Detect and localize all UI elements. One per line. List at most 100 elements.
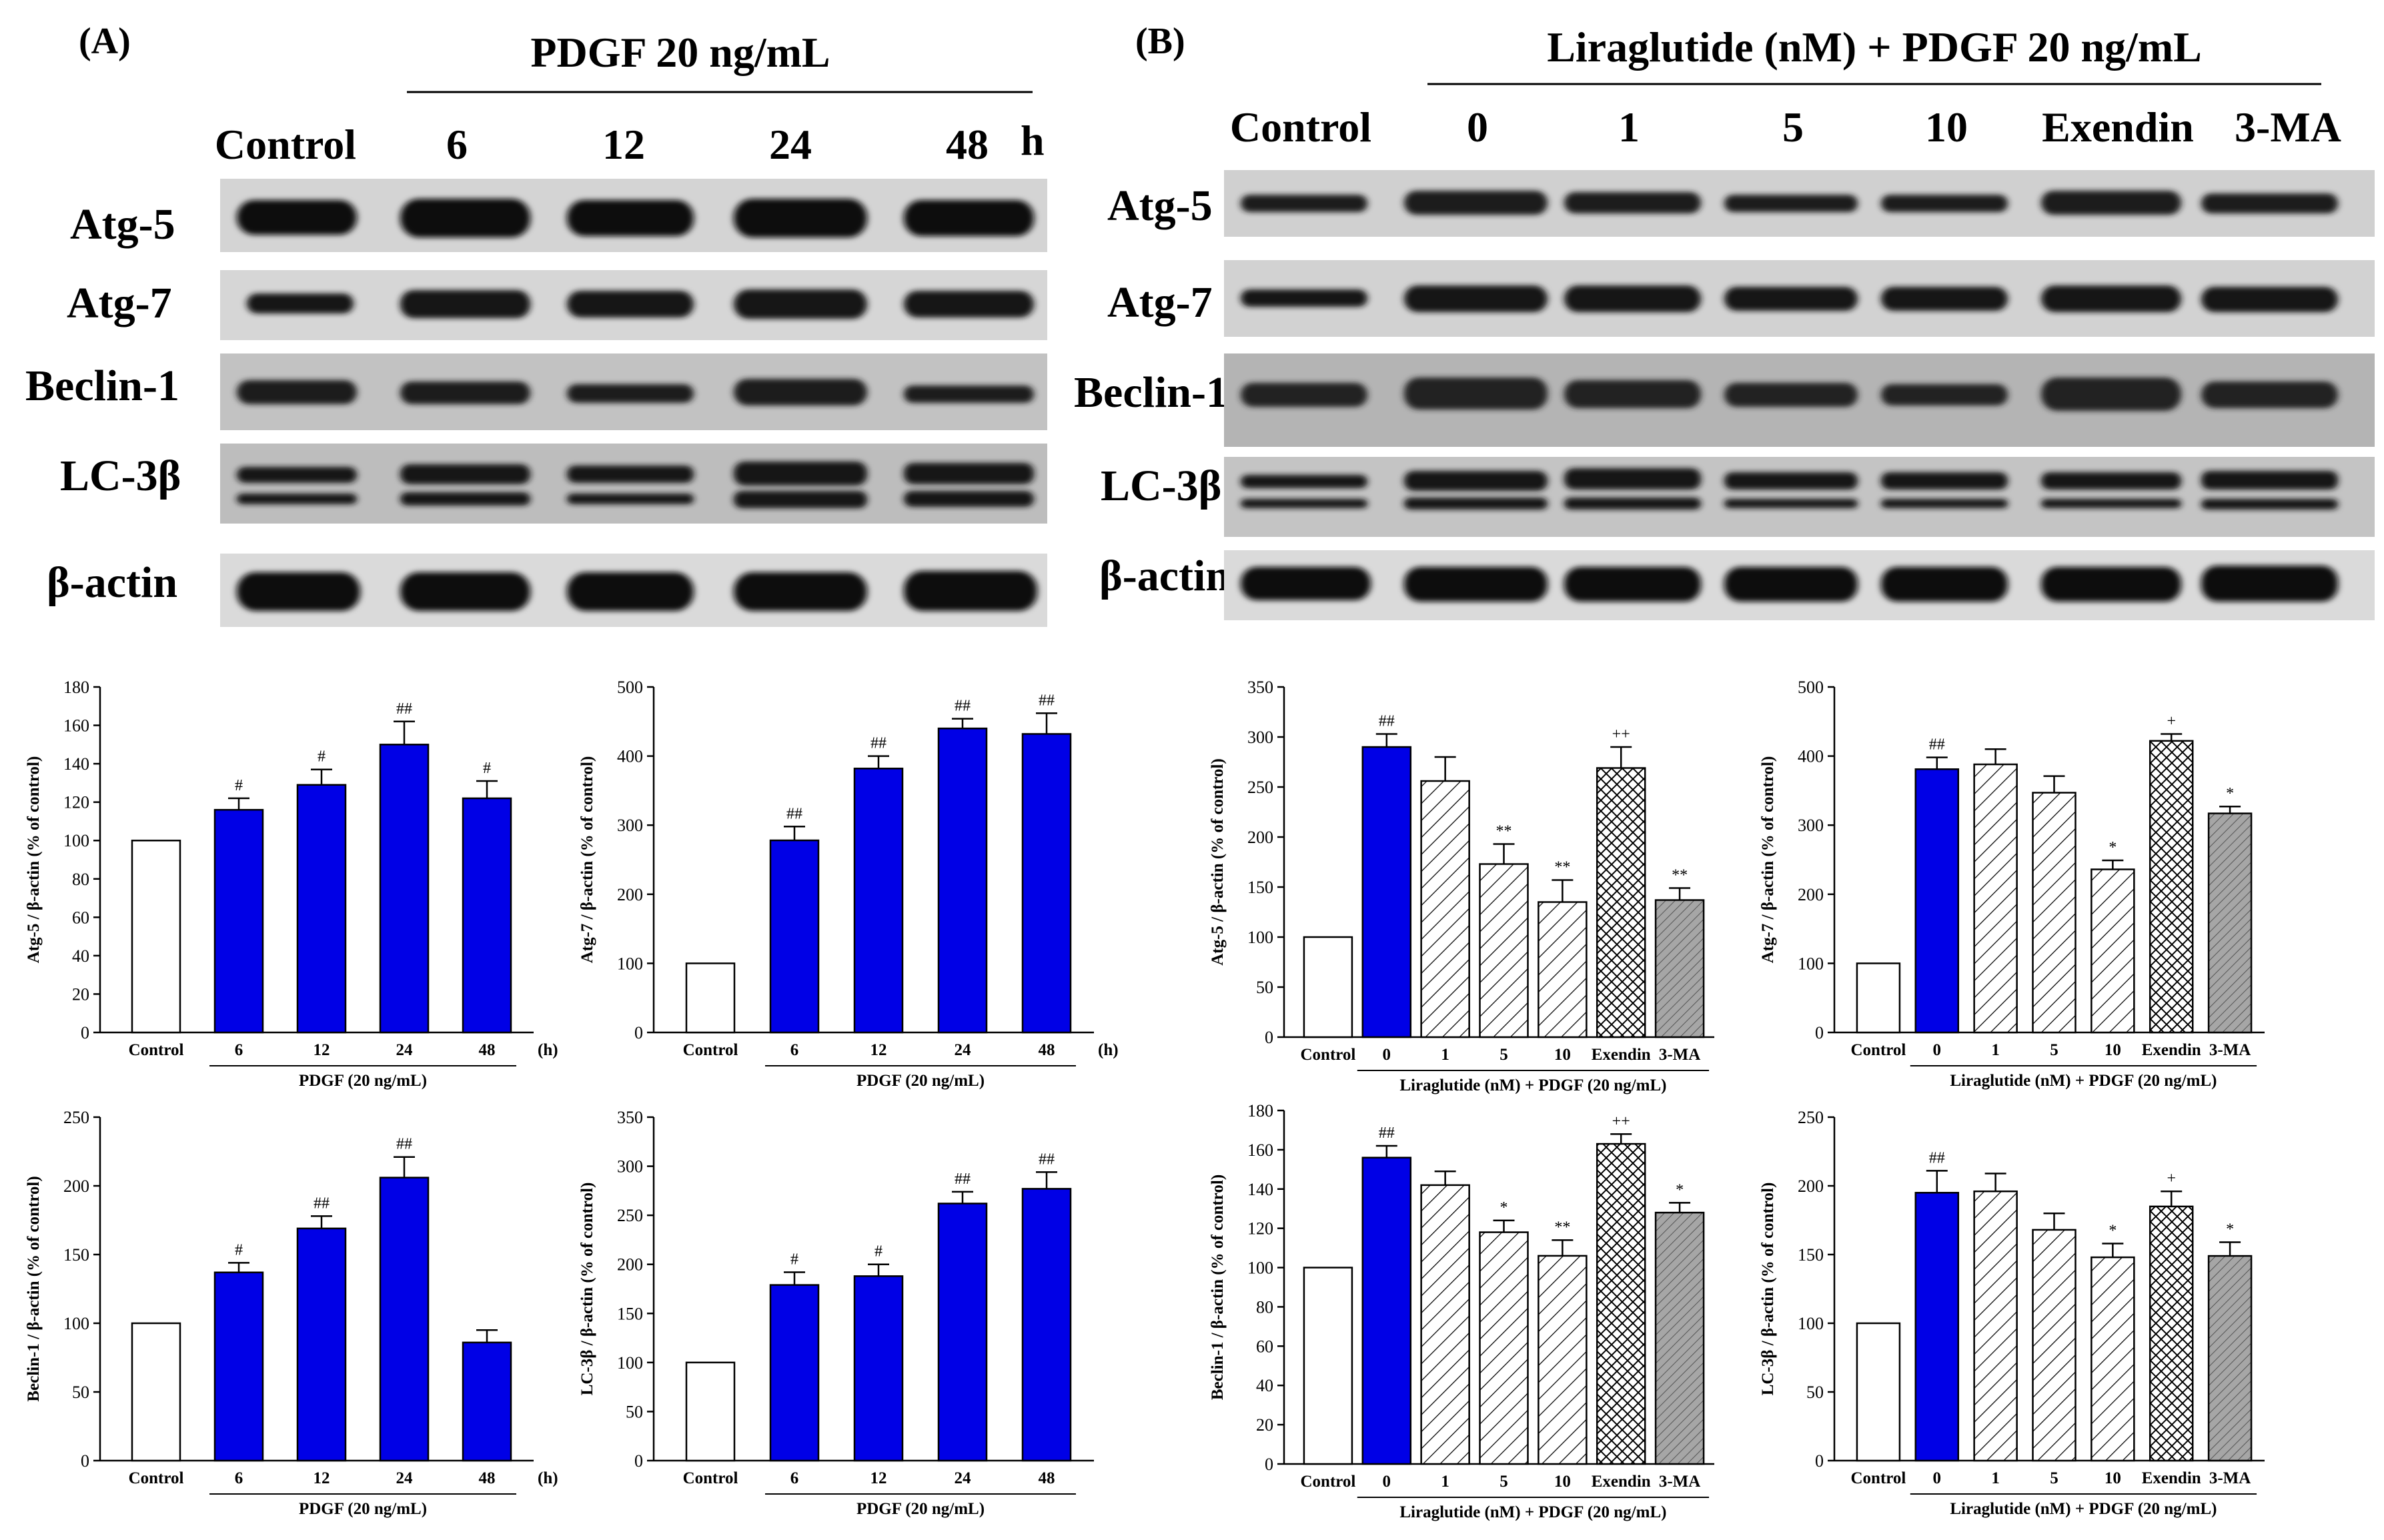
bar — [1021, 1188, 1072, 1462]
y-tick-label: 0 — [81, 1451, 89, 1471]
x-tick-label: 0 — [1383, 1473, 1391, 1491]
blot-b-strip-lc3b — [1224, 457, 2375, 537]
y-tick-label: 80 — [72, 870, 89, 889]
panel-b-row-bactin: β-actin — [1099, 552, 1230, 600]
significance-mark: + — [2167, 712, 2176, 730]
group-label: Liraglutide (nM) + PDGF (20 ng/mL) — [1950, 1072, 2217, 1090]
significance-mark: * — [2226, 785, 2234, 802]
significance-mark: ** — [1554, 1219, 1570, 1236]
panel-a-row-bactin: β-actin — [47, 558, 177, 607]
bar — [1654, 899, 1705, 1038]
y-tick-label: 160 — [1247, 1140, 1273, 1160]
group-label: PDGF (20 ng/mL) — [299, 1500, 427, 1518]
bar — [853, 767, 904, 1034]
group-label: PDGF (20 ng/mL) — [856, 1072, 985, 1090]
significance-mark: ## — [1379, 1124, 1395, 1142]
bar — [2091, 1256, 2135, 1462]
x-unit-label: (h) — [538, 1469, 558, 1487]
y-tick-label: 300 — [617, 816, 643, 835]
y-tick-label: 100 — [1798, 1314, 1824, 1333]
panel-b-row-lc3b: LC-3β — [1101, 462, 1221, 510]
significance-mark: ## — [955, 1171, 971, 1188]
y-tick-label: 150 — [617, 1304, 643, 1323]
y-tick-label: 50 — [626, 1402, 643, 1421]
bar — [1420, 1184, 1470, 1465]
bar — [1973, 763, 2018, 1034]
panel-b-header: Liraglutide (nM) + PDGF 20 ng/mL — [1547, 23, 2202, 71]
blot-b-strip-atg7 — [1224, 260, 2375, 337]
bar — [685, 962, 736, 1034]
y-tick-label: 400 — [1798, 747, 1824, 766]
panel-a-lane-12: 12 — [602, 121, 645, 168]
blot-a-strip-atg5 — [220, 179, 1047, 252]
panel-b-row-beclin1: Beclin-1 — [1074, 368, 1228, 417]
y-tick-label: 40 — [1256, 1376, 1273, 1395]
y-tick-label: 100 — [1247, 928, 1273, 947]
bar — [1856, 962, 1901, 1034]
y-tick-label: 60 — [72, 908, 89, 927]
significance-mark: ## — [1929, 736, 1945, 754]
x-tick-label: 48 — [479, 1469, 496, 1487]
blot-b-strip-bactin — [1224, 550, 2375, 620]
bar — [1361, 746, 1412, 1038]
blot-a-strip-lc3b — [220, 444, 1047, 524]
panel-a-lane-24: 24 — [769, 121, 812, 168]
y-tick-label: 300 — [617, 1157, 643, 1177]
panel-a-lane-control: Control — [215, 121, 356, 168]
y-tick-label: 100 — [1798, 954, 1824, 973]
panel-b-lane-control: Control — [1230, 103, 1371, 151]
x-tick-label: 3-MA — [2209, 1469, 2251, 1487]
significance-mark: # — [235, 777, 243, 794]
blot-a-strip-atg7 — [220, 270, 1047, 340]
y-tick-label: 40 — [72, 946, 89, 966]
x-tick-label: Exendin — [1592, 1473, 1651, 1491]
panel-b-lane-3ma: 3-MA — [2235, 103, 2341, 151]
y-tick-label: 200 — [1798, 885, 1824, 904]
bar — [769, 839, 820, 1034]
x-tick-label: 6 — [235, 1469, 243, 1487]
bar — [379, 744, 430, 1034]
x-tick-label: Control — [683, 1469, 738, 1487]
x-tick-label: 1 — [1441, 1473, 1449, 1491]
y-tick-label: 0 — [1265, 1028, 1273, 1047]
y-tick-label: 400 — [617, 747, 643, 766]
x-unit-label: (h) — [538, 1041, 558, 1059]
x-tick-label: Control — [1850, 1469, 1906, 1487]
x-tick-label: 1 — [1441, 1046, 1449, 1064]
bar — [1856, 1322, 1901, 1462]
bar — [1303, 936, 1353, 1038]
blot-a-strip-bactin — [220, 554, 1047, 627]
bar — [1303, 1267, 1353, 1465]
y-tick-label: 0 — [634, 1451, 643, 1471]
y-tick-label: 140 — [1247, 1180, 1273, 1199]
y-tick-label: 150 — [1798, 1245, 1824, 1265]
bar — [213, 1271, 264, 1462]
y-tick-label: 250 — [1247, 778, 1273, 797]
y-tick-label: 50 — [1806, 1383, 1824, 1402]
significance-mark: * — [2109, 1223, 2117, 1240]
significance-mark: ## — [314, 1195, 330, 1212]
y-tick-label: 0 — [1815, 1451, 1824, 1471]
y-tick-label: 200 — [63, 1177, 89, 1196]
x-tick-label: 48 — [1039, 1041, 1055, 1059]
y-tick-label: 180 — [63, 678, 89, 697]
y-tick-label: 150 — [63, 1245, 89, 1265]
y-tick-label: 350 — [1247, 678, 1273, 697]
bar — [296, 784, 347, 1034]
x-tick-label: 12 — [870, 1041, 887, 1059]
bar — [296, 1227, 347, 1462]
x-tick-label: 6 — [790, 1469, 799, 1487]
bar — [937, 727, 988, 1034]
y-tick-label: 160 — [63, 716, 89, 736]
bar — [1596, 767, 1646, 1038]
chart-5: 0 50 100 150 200 250 Beclin-1 / β-actin (% of … — [25, 1108, 558, 1518]
significance-mark: + — [2167, 1170, 2176, 1187]
bar — [1914, 1192, 1960, 1462]
bar — [2149, 1205, 2194, 1462]
bar — [937, 1203, 988, 1462]
y-tick-label: 50 — [1256, 978, 1273, 997]
significance-mark: * — [2226, 1221, 2234, 1238]
western-blot-panel-b: (B) Liraglutide (nM) + PDGF 20 ng/mL Con… — [1074, 21, 2375, 620]
